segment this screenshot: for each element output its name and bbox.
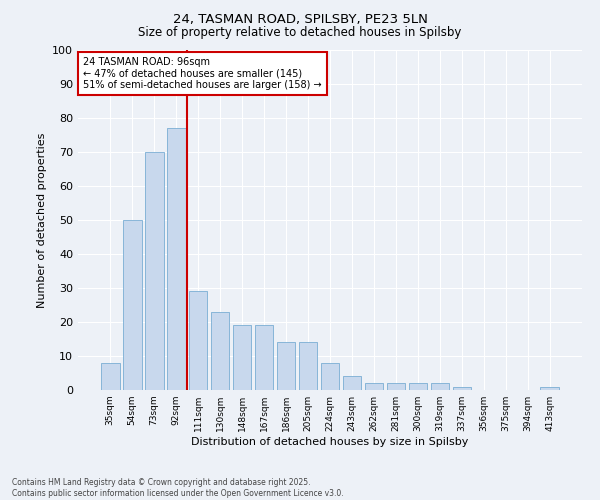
Bar <box>343 376 361 390</box>
Bar <box>277 342 295 390</box>
Bar <box>167 128 185 390</box>
Bar <box>101 363 119 390</box>
Bar <box>145 152 164 390</box>
Bar <box>386 383 405 390</box>
Bar <box>233 326 251 390</box>
Text: Contains HM Land Registry data © Crown copyright and database right 2025.
Contai: Contains HM Land Registry data © Crown c… <box>12 478 344 498</box>
Bar <box>431 383 449 390</box>
Bar <box>299 342 317 390</box>
Bar <box>189 292 208 390</box>
Bar <box>452 386 471 390</box>
Text: Size of property relative to detached houses in Spilsby: Size of property relative to detached ho… <box>139 26 461 39</box>
Text: 24 TASMAN ROAD: 96sqm
← 47% of detached houses are smaller (145)
51% of semi-det: 24 TASMAN ROAD: 96sqm ← 47% of detached … <box>83 57 322 90</box>
Bar <box>365 383 383 390</box>
Bar <box>409 383 427 390</box>
Y-axis label: Number of detached properties: Number of detached properties <box>37 132 47 308</box>
Bar <box>211 312 229 390</box>
Text: 24, TASMAN ROAD, SPILSBY, PE23 5LN: 24, TASMAN ROAD, SPILSBY, PE23 5LN <box>173 12 427 26</box>
Bar <box>541 386 559 390</box>
Bar <box>255 326 274 390</box>
Bar <box>123 220 142 390</box>
Bar <box>320 363 340 390</box>
X-axis label: Distribution of detached houses by size in Spilsby: Distribution of detached houses by size … <box>191 437 469 447</box>
